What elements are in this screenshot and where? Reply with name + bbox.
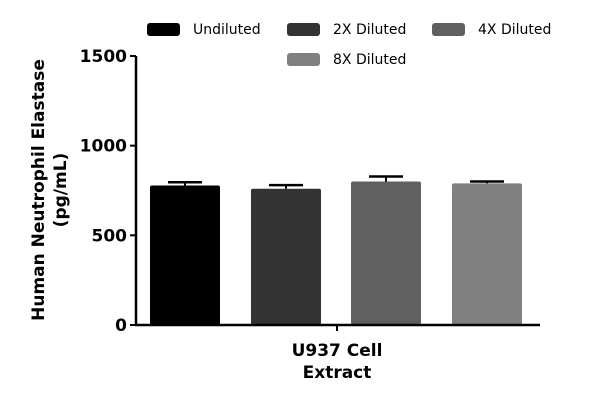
- legend-swatch: [147, 23, 180, 36]
- legend-swatch: [432, 23, 465, 36]
- y-axis-title: Human Neutrophil Elastase (pg/mL): [29, 59, 71, 321]
- x-axis: U937 Cell Extract: [135, 323, 540, 383]
- y-tick-label: 1500: [80, 47, 127, 67]
- legend-label: Undiluted: [193, 22, 261, 38]
- x-category-label: U937 Cell Extract: [292, 341, 383, 383]
- legend-label: 4X Diluted: [478, 22, 551, 38]
- legend: Undiluted 2X Diluted 4X Diluted 8X Diluted: [147, 22, 551, 68]
- legend-label: 8X Diluted: [333, 52, 406, 68]
- y-tick-label: 0: [115, 316, 127, 336]
- legend-swatch: [287, 53, 320, 66]
- y-tick-label: 500: [92, 226, 128, 246]
- y-axis: 0 500 1000 1500 Human Neutrophil Elastase (pg…: [29, 47, 138, 336]
- bar-2x-diluted: [251, 183, 321, 325]
- legend-item: 4X Diluted: [432, 22, 551, 38]
- bars: [150, 175, 522, 325]
- legend-item: 2X Diluted: [287, 22, 406, 38]
- legend-label: 2X Diluted: [333, 22, 406, 38]
- legend-item: 8X Diluted: [287, 52, 406, 68]
- legend-swatch: [287, 23, 320, 36]
- bar-8x-diluted: [452, 180, 522, 325]
- bar-4x-diluted: [351, 175, 421, 325]
- legend-item: Undiluted: [147, 22, 261, 38]
- y-tick-label: 1000: [80, 137, 127, 157]
- bar-undiluted: [150, 181, 220, 325]
